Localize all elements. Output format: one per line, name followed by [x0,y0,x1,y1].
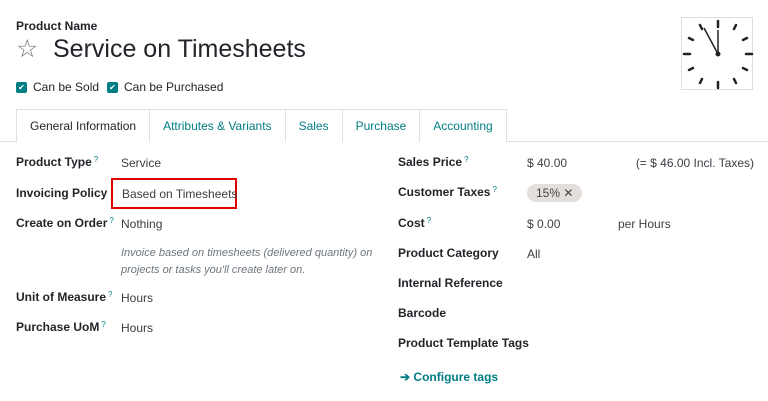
price-incl-taxes: (= $ 46.00 Incl. Taxes) [635,156,754,170]
product-category-label: Product Category [398,246,499,260]
sales-price-label: Sales Price? [398,155,469,169]
customer-taxes-label: Customer Taxes? [398,185,497,199]
tax-tag: 15% ✕ [527,184,583,202]
invoicing-help-text: Invoice based on timesheets (delivered q… [121,247,373,276]
arrow-right-icon: ➔ [400,370,411,384]
star-outline-icon[interactable]: ☆ [16,34,39,63]
tab-bar: General Information Attributes & Variant… [16,109,507,143]
product-type-select[interactable]: Service [121,156,162,170]
clock-icon[interactable] [681,17,754,90]
invoicing-policy-label: Invoicing Policy [16,186,108,200]
configure-tags-link[interactable]: ➔ Configure tags [400,370,499,384]
product-category-select[interactable]: All [527,247,541,261]
check-icon: ✔ [107,82,118,94]
sales-price-input[interactable]: $ 40.00 [527,156,568,170]
cost-unit: per Hours [618,217,671,231]
create-on-order-label: Create on Order? [16,216,114,230]
purchase-uom-select[interactable]: Hours [121,321,154,335]
can-be-sold-label: Can be Sold [33,80,100,94]
cost-input[interactable]: $ 0.00 [527,217,561,231]
check-icon: ✔ [16,82,27,94]
remove-tag-icon[interactable]: ✕ [563,186,574,200]
tab-general-information[interactable]: General Information [16,109,151,143]
invoicing-policy-select[interactable]: Based on Timesheets [111,178,237,209]
can-be-purchased-checkbox[interactable]: ✔ Can be Purchased [107,80,223,94]
tab-purchase[interactable]: Purchase [341,109,421,142]
product-name-label: Product Name [16,19,98,33]
create-on-order-select[interactable]: Nothing [121,217,163,231]
purchase-uom-label: Purchase UoM? [16,320,106,334]
template-tags-label: Product Template Tags [398,336,529,350]
cost-label: Cost? [398,216,432,230]
unit-of-measure-select[interactable]: Hours [121,291,154,305]
tab-sales[interactable]: Sales [284,109,343,142]
can-be-purchased-label: Can be Purchased [124,80,224,94]
product-type-label: Product Type? [16,155,99,169]
product-title[interactable]: Service on Timesheets [53,35,306,63]
unit-of-measure-label: Unit of Measure? [16,290,113,304]
internal-reference-label: Internal Reference [398,276,503,290]
barcode-label: Barcode [398,306,447,320]
tab-accounting[interactable]: Accounting [419,109,507,142]
tab-attributes-variants[interactable]: Attributes & Variants [149,109,286,142]
can-be-sold-checkbox[interactable]: ✔ Can be Sold [16,80,99,94]
